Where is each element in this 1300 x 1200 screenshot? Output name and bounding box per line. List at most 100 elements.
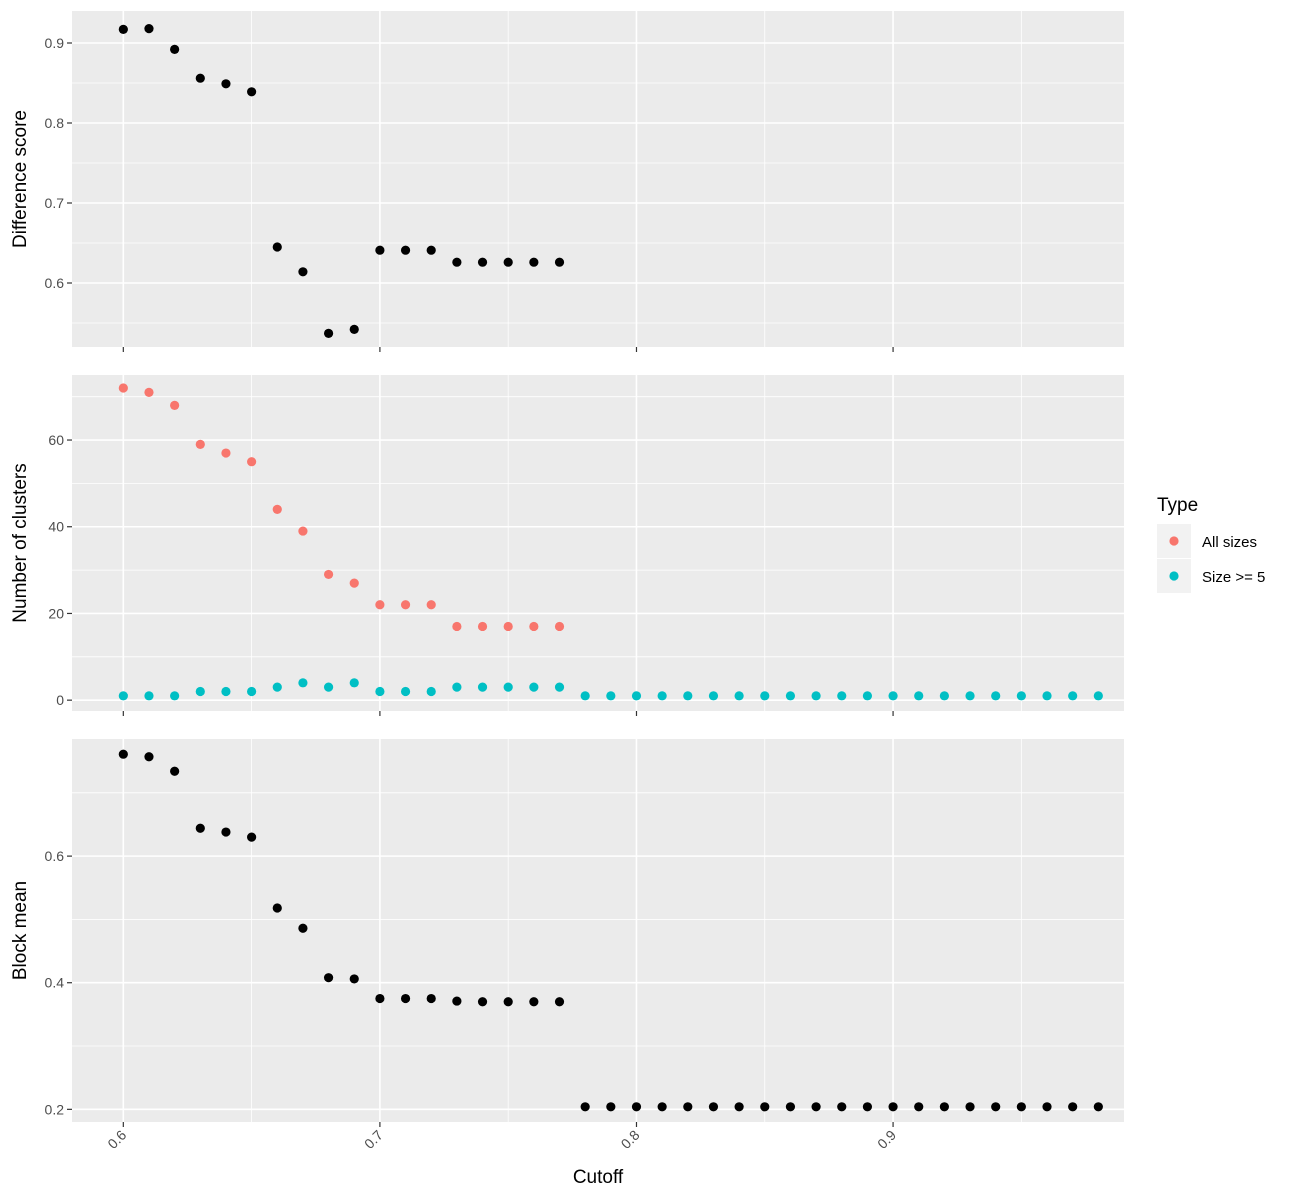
data-point xyxy=(939,1102,949,1112)
panel-background xyxy=(72,11,1124,347)
data-point xyxy=(144,752,154,762)
x-tick-label: 0.7 xyxy=(361,1127,386,1152)
y-tick-label: 0.6 xyxy=(45,275,65,291)
data-point xyxy=(170,400,180,410)
data-point xyxy=(195,823,205,833)
data-point xyxy=(837,691,847,701)
data-point xyxy=(734,691,744,701)
data-point xyxy=(991,691,1001,701)
data-point xyxy=(272,504,282,514)
data-point xyxy=(375,245,385,255)
data-point xyxy=(426,993,436,1004)
data-point xyxy=(221,79,231,89)
data-point xyxy=(529,257,539,267)
data-point xyxy=(503,257,513,267)
data-point xyxy=(195,686,205,697)
data-point xyxy=(503,682,513,692)
data-point xyxy=(323,973,334,983)
data-point xyxy=(1016,1102,1026,1112)
data-point xyxy=(657,691,667,701)
legend-title: Type xyxy=(1157,495,1198,516)
y-axis-title: Number of clusters xyxy=(10,463,31,622)
data-point xyxy=(170,766,180,776)
series-1 xyxy=(118,24,565,338)
data-point xyxy=(349,578,359,588)
series-2 xyxy=(118,678,1103,701)
data-point xyxy=(452,996,462,1006)
legend-label: All sizes xyxy=(1202,534,1257,551)
data-point xyxy=(554,997,565,1007)
data-point xyxy=(1042,1102,1052,1112)
data-point xyxy=(862,1102,873,1112)
data-point xyxy=(888,1102,898,1112)
data-point xyxy=(452,257,462,267)
data-point xyxy=(323,569,334,580)
data-point xyxy=(426,600,436,610)
data-point xyxy=(272,682,282,692)
data-point xyxy=(349,324,359,334)
legend-label: Size >= 5 xyxy=(1202,569,1265,586)
panel-1: 0.6 0.7 0.8 0.9 Difference score xyxy=(10,11,1124,352)
legend-marker xyxy=(1169,536,1179,546)
data-point xyxy=(734,1102,744,1112)
data-point xyxy=(554,621,565,632)
data-point xyxy=(118,749,128,759)
data-point xyxy=(118,24,128,34)
data-point xyxy=(1068,1102,1078,1112)
data-point xyxy=(170,691,180,701)
data-point xyxy=(503,621,513,632)
series-1 xyxy=(118,749,1103,1112)
data-point xyxy=(708,691,719,701)
data-point xyxy=(991,1102,1001,1112)
data-point xyxy=(862,691,873,701)
panel-background xyxy=(72,739,1124,1122)
data-point xyxy=(375,686,385,697)
data-point xyxy=(914,1102,924,1112)
data-point xyxy=(554,257,565,267)
data-point xyxy=(298,267,308,277)
data-point xyxy=(529,682,539,692)
data-point xyxy=(400,993,411,1004)
data-point xyxy=(144,691,154,701)
data-point xyxy=(837,1102,847,1112)
data-point xyxy=(1093,691,1103,701)
data-point xyxy=(400,245,411,255)
x-tick-label: 0.6 xyxy=(104,1127,129,1152)
data-point xyxy=(375,993,385,1004)
data-point xyxy=(914,691,924,701)
data-point xyxy=(529,997,539,1007)
data-point xyxy=(221,448,231,458)
data-point xyxy=(529,621,539,632)
data-point xyxy=(760,691,770,701)
data-point xyxy=(221,827,231,837)
data-point xyxy=(683,1102,693,1112)
data-point xyxy=(298,526,308,536)
data-point xyxy=(606,691,616,701)
y-tick-label: 0 xyxy=(56,692,64,708)
x-tick-label: 0.8 xyxy=(618,1127,643,1152)
panel-2: 0 20 40 60 Number of clusters xyxy=(10,375,1124,716)
data-point xyxy=(811,1102,821,1112)
data-point xyxy=(118,691,128,701)
y-tick-label: 0.2 xyxy=(45,1101,65,1117)
data-point xyxy=(247,686,257,697)
data-point xyxy=(349,974,359,984)
data-point xyxy=(452,682,462,692)
data-point xyxy=(298,923,308,933)
data-point xyxy=(503,997,513,1007)
data-point xyxy=(785,1102,796,1112)
data-point xyxy=(683,691,693,701)
panel-background xyxy=(72,375,1124,711)
y-tick-label: 0.4 xyxy=(45,975,65,991)
data-point xyxy=(400,686,411,697)
data-point xyxy=(811,691,821,701)
data-point xyxy=(170,44,180,55)
y-tick-label: 0.7 xyxy=(45,195,65,211)
data-point xyxy=(272,903,282,913)
data-point xyxy=(785,691,796,701)
data-point xyxy=(939,691,949,701)
data-point xyxy=(195,439,205,449)
data-point xyxy=(888,691,898,701)
y-tick-label: 40 xyxy=(48,519,64,535)
